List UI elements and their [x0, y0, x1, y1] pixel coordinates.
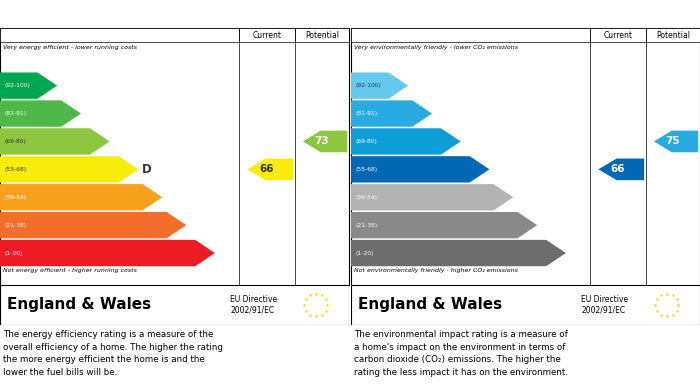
- Text: Current: Current: [253, 30, 281, 39]
- Text: 66: 66: [610, 164, 625, 174]
- Text: (1-20): (1-20): [4, 251, 22, 256]
- Text: Very environmentally friendly - lower CO₂ emissions: Very environmentally friendly - lower CO…: [354, 45, 519, 50]
- Text: C: C: [464, 135, 473, 148]
- FancyArrow shape: [351, 128, 461, 154]
- Text: B: B: [435, 107, 444, 120]
- Text: F: F: [541, 219, 549, 231]
- FancyArrow shape: [351, 100, 432, 127]
- Text: (21-38): (21-38): [355, 222, 377, 228]
- Text: 73: 73: [314, 136, 329, 147]
- Text: Current: Current: [603, 30, 633, 39]
- Text: D: D: [141, 163, 151, 176]
- Text: Not environmentally friendly - higher CO₂ emissions: Not environmentally friendly - higher CO…: [354, 268, 519, 273]
- Text: 75: 75: [666, 136, 680, 147]
- FancyArrow shape: [303, 131, 347, 152]
- Text: F: F: [190, 219, 198, 231]
- Text: Very energy efficient - lower running costs: Very energy efficient - lower running co…: [4, 45, 137, 50]
- FancyArrow shape: [351, 184, 513, 210]
- Text: 66: 66: [260, 164, 274, 174]
- Text: G: G: [218, 247, 228, 260]
- Bar: [351, 28, 700, 42]
- Text: (69-80): (69-80): [4, 139, 26, 144]
- Text: G: G: [569, 247, 579, 260]
- FancyArrow shape: [0, 128, 110, 154]
- FancyArrow shape: [598, 158, 644, 180]
- FancyArrow shape: [351, 72, 408, 99]
- Text: England & Wales: England & Wales: [7, 298, 151, 312]
- FancyArrow shape: [0, 184, 162, 210]
- FancyArrow shape: [351, 240, 566, 266]
- Text: (39-54): (39-54): [4, 195, 26, 200]
- Text: The energy efficiency rating is a measure of the
overall efficiency of a home. T: The energy efficiency rating is a measur…: [4, 330, 223, 377]
- FancyArrow shape: [0, 72, 57, 99]
- Text: (55-68): (55-68): [4, 167, 27, 172]
- Text: A: A: [412, 79, 421, 92]
- FancyArrow shape: [351, 156, 489, 183]
- Text: (55-68): (55-68): [355, 167, 377, 172]
- Text: A: A: [60, 79, 69, 92]
- Text: (92-100): (92-100): [355, 83, 381, 88]
- FancyArrow shape: [0, 100, 81, 127]
- Text: (39-54): (39-54): [355, 195, 377, 200]
- Text: Potential: Potential: [305, 30, 339, 39]
- FancyArrow shape: [0, 156, 139, 183]
- Text: EU Directive
2002/91/EC: EU Directive 2002/91/EC: [581, 295, 629, 315]
- Text: England & Wales: England & Wales: [358, 298, 502, 312]
- Text: (81-91): (81-91): [4, 111, 27, 116]
- FancyArrow shape: [0, 212, 186, 239]
- Text: E: E: [166, 191, 174, 204]
- FancyArrow shape: [0, 240, 215, 266]
- FancyArrow shape: [351, 212, 537, 239]
- Text: (1-20): (1-20): [355, 251, 374, 256]
- Text: Energy Efficiency Rating: Energy Efficiency Rating: [5, 7, 168, 20]
- FancyArrow shape: [247, 158, 293, 180]
- Text: Not energy efficient - higher running costs: Not energy efficient - higher running co…: [4, 268, 137, 273]
- FancyArrow shape: [654, 131, 699, 152]
- Text: Potential: Potential: [656, 30, 690, 39]
- Text: (21-38): (21-38): [4, 222, 27, 228]
- Text: (92-100): (92-100): [4, 83, 30, 88]
- Text: The environmental impact rating is a measure of
a home's impact on the environme: The environmental impact rating is a mea…: [354, 330, 568, 377]
- Text: D: D: [492, 163, 502, 176]
- Text: E: E: [517, 191, 525, 204]
- Text: B: B: [85, 107, 93, 120]
- Text: (81-91): (81-91): [355, 111, 377, 116]
- Text: Environmental Impact (CO₂) Rating: Environmental Impact (CO₂) Rating: [356, 7, 589, 20]
- Text: (69-80): (69-80): [355, 139, 377, 144]
- Text: C: C: [113, 135, 122, 148]
- Bar: [0, 28, 349, 42]
- Text: EU Directive
2002/91/EC: EU Directive 2002/91/EC: [230, 295, 277, 315]
